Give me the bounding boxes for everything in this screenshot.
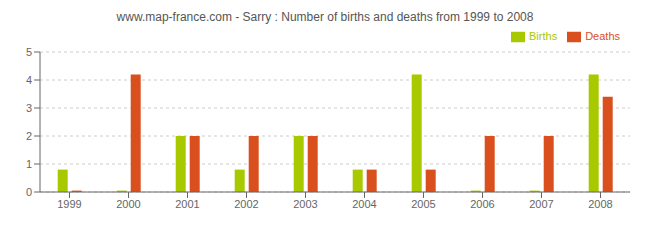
svg-text:0: 0: [26, 186, 32, 198]
html-text:www.map-france.com - Sarry : N: www.map-france.com - Sarry : Number of b…: [116, 10, 534, 24]
svg-text:2005: 2005: [411, 198, 435, 210]
svg-text:2001: 2001: [175, 198, 199, 210]
html-text:Deaths: Deaths: [585, 30, 620, 42]
svg-text:1: 1: [26, 158, 32, 170]
svg-text:1999: 1999: [57, 198, 81, 210]
svg-text:2004: 2004: [352, 198, 376, 210]
svg-text:4: 4: [26, 74, 32, 86]
svg-text:2002: 2002: [234, 198, 258, 210]
svg-text:2006: 2006: [470, 198, 494, 210]
svg-text:2003: 2003: [293, 198, 317, 210]
svg-text:2008: 2008: [588, 198, 612, 210]
svg-text:3: 3: [26, 102, 32, 114]
svg-text:5: 5: [26, 46, 32, 58]
svg-text:2000: 2000: [116, 198, 140, 210]
svg-text:2007: 2007: [529, 198, 553, 210]
svg-text:2: 2: [26, 130, 32, 142]
html-text:Births: Births: [529, 30, 558, 42]
